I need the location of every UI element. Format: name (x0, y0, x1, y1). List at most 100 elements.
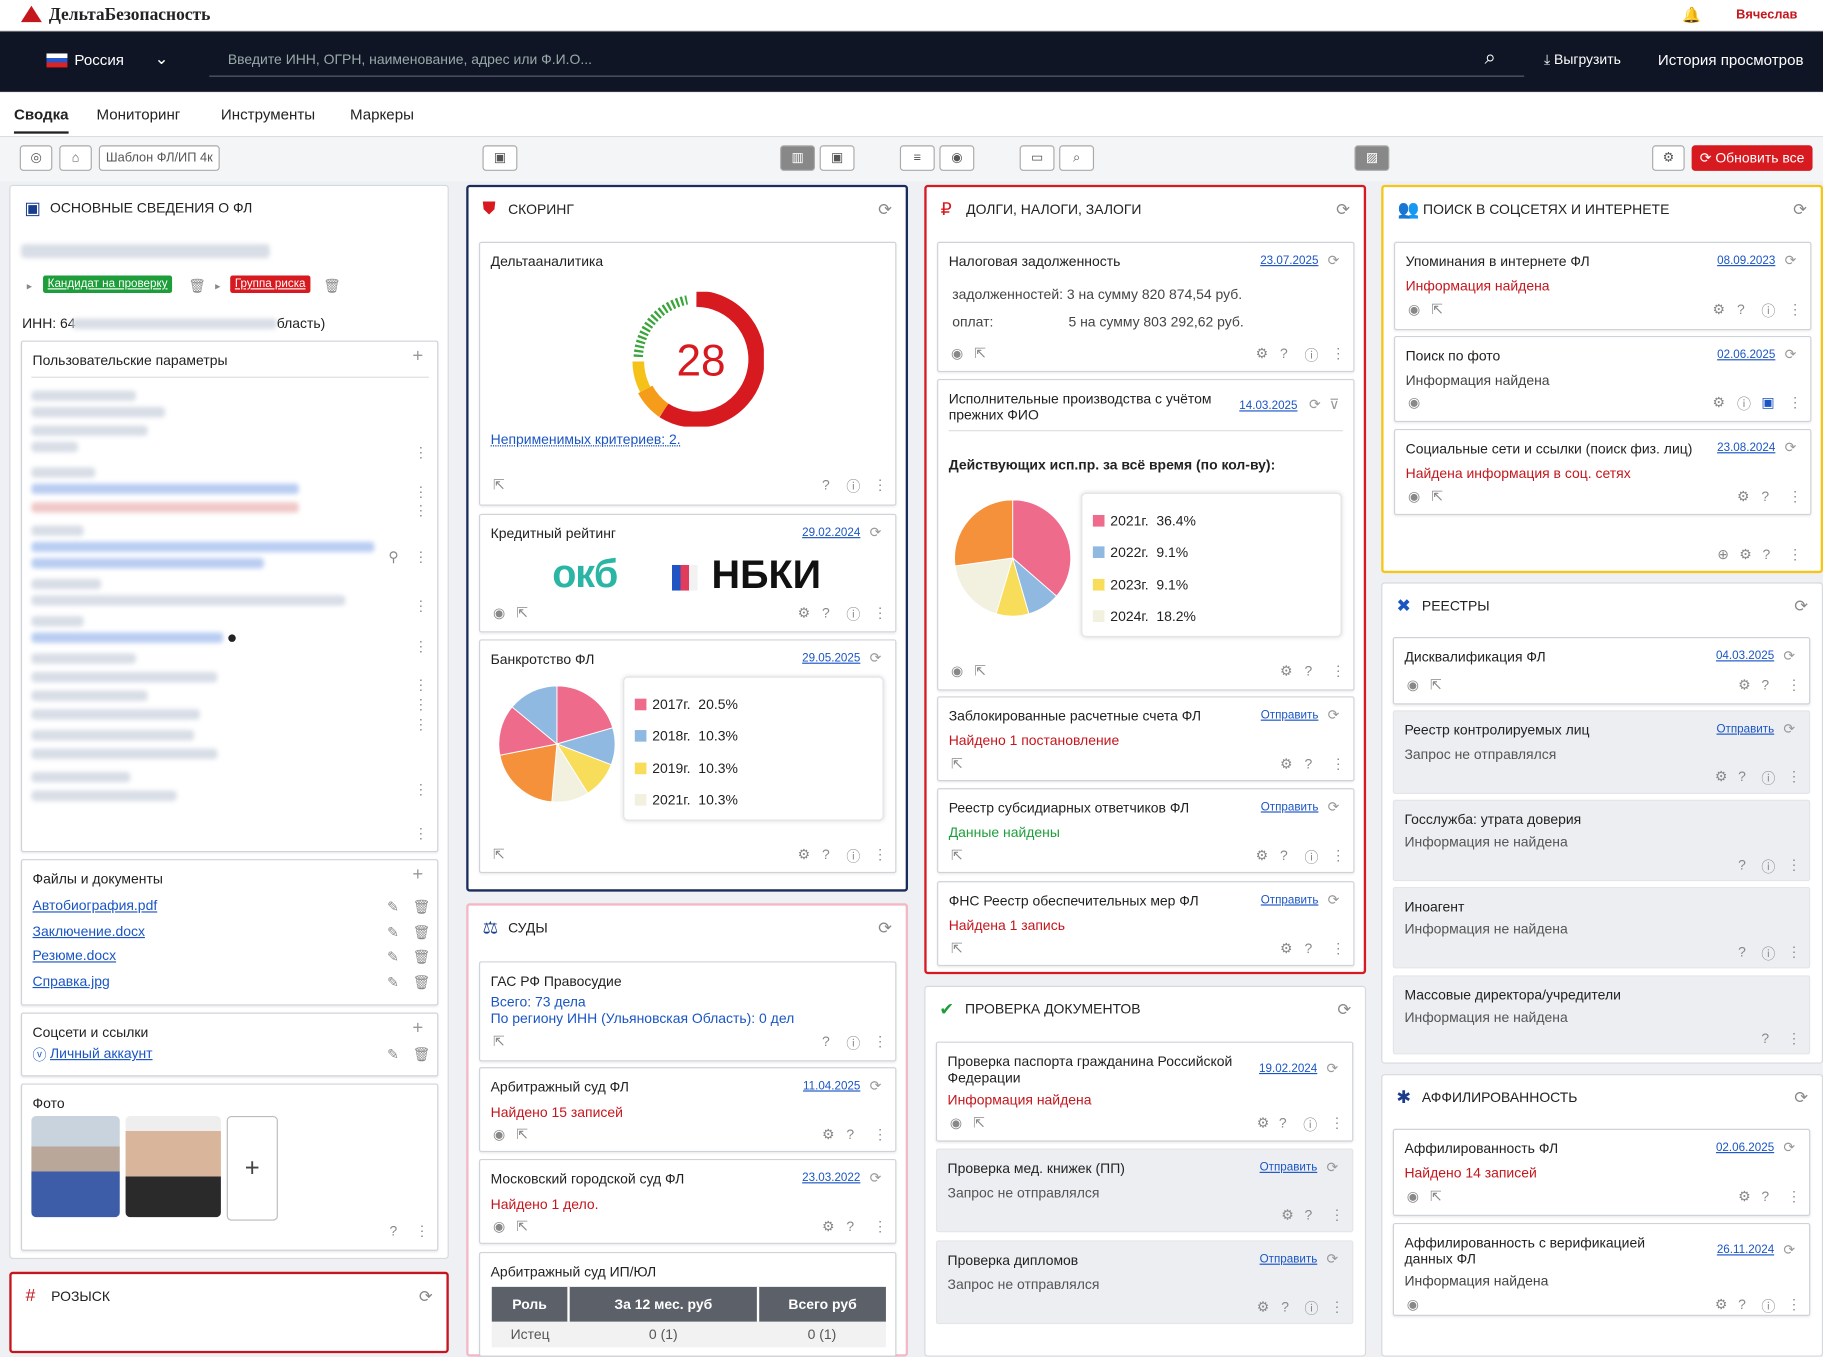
file-link[interactable]: Справка.jpg (32, 973, 110, 990)
gas-total[interactable]: Всего: 73 дела (490, 993, 586, 1011)
info-icon[interactable]: ⓘ (1303, 1117, 1318, 1134)
refresh-icon[interactable]: ⟳ (1309, 396, 1321, 413)
external-link-icon[interactable]: ⇱ (974, 345, 986, 362)
logo[interactable]: ДельтаБезопасность (20, 5, 210, 26)
info-icon[interactable]: ⓘ (846, 478, 861, 496)
settings-icon[interactable]: ⚙ (1738, 1188, 1751, 1205)
refresh-icon[interactable]: ⟳ (869, 1169, 882, 1186)
menu-dots-icon[interactable]: ⋮ (873, 604, 888, 621)
send-link[interactable]: Отправить (1260, 893, 1319, 907)
pie-slice[interactable] (498, 706, 558, 756)
help-icon[interactable]: ? (1280, 345, 1288, 362)
date-link[interactable]: 29.02.2024 (802, 526, 861, 540)
menu-dots-icon[interactable]: ⋮ (873, 476, 888, 493)
menu-dots-icon[interactable]: ⋮ (1331, 662, 1346, 679)
refresh-icon[interactable]: ⟳ (1784, 252, 1797, 269)
menu-dots-icon[interactable]: ⋮ (413, 502, 428, 519)
date-link[interactable]: 02.06.2025 (1715, 1141, 1775, 1155)
help-icon[interactable]: ? (846, 1218, 855, 1235)
location-pin-icon[interactable]: ⚲ (388, 548, 399, 565)
settings-icon[interactable]: ⚙ (1714, 768, 1728, 785)
help-icon[interactable]: ? (1304, 755, 1313, 772)
pie-slice[interactable] (954, 499, 1014, 567)
add-photo-button[interactable]: + (226, 1115, 278, 1221)
trash-icon[interactable]: 🗑 (188, 277, 207, 295)
menu-dots-icon[interactable]: ⋮ (413, 676, 428, 693)
columns-icon[interactable]: ▥ (780, 145, 816, 171)
external-link-icon[interactable]: ⇱ (516, 1218, 528, 1235)
refresh-icon[interactable]: ⟳ (1784, 346, 1797, 363)
menu-dots-icon[interactable]: ⋮ (1786, 1029, 1801, 1047)
help-icon[interactable]: ? (1304, 1206, 1313, 1223)
help-icon[interactable]: ? (1738, 943, 1746, 961)
menu-dots-icon[interactable]: ⋮ (1331, 755, 1346, 772)
pie-slice[interactable] (556, 685, 614, 745)
plus-icon[interactable]: + (412, 346, 424, 367)
info-icon[interactable]: ⓘ (1304, 347, 1319, 364)
refresh-icon[interactable]: ⟳ (1794, 1088, 1808, 1107)
send-link[interactable]: Отправить (1259, 1161, 1318, 1175)
refresh-icon[interactable]: ⟳ (1794, 596, 1808, 615)
menu-dots-icon[interactable]: ⋮ (1786, 856, 1801, 874)
refresh-icon[interactable]: ⟳ (1327, 798, 1340, 815)
pie-slice[interactable] (1012, 499, 1072, 597)
menu-dots-icon[interactable]: ⋮ (1786, 943, 1801, 961)
refresh-icon[interactable]: ⟳ (1337, 999, 1351, 1019)
filter-icon[interactable]: ⊽ (1329, 396, 1340, 413)
trash-icon[interactable]: 🗑 (412, 898, 431, 915)
date-link[interactable]: 23.03.2022 (802, 1171, 861, 1185)
help-icon[interactable]: ? (1304, 940, 1313, 957)
eye-icon[interactable]: ◉ (492, 1218, 506, 1235)
help-icon[interactable]: ? (821, 476, 830, 493)
info-icon[interactable]: ⓘ (846, 606, 861, 624)
country-selector[interactable]: Россия (46, 51, 124, 69)
menu-dots-icon[interactable]: ⋮ (1331, 345, 1346, 362)
help-icon[interactable]: ? (1738, 1296, 1746, 1313)
refresh-icon[interactable]: ⟳ (1326, 1159, 1339, 1176)
inapplicable-link[interactable]: Неприменимых критериев: 2. (490, 431, 681, 448)
help-icon[interactable]: ? (821, 846, 830, 863)
trash-icon[interactable]: 🗑 (323, 277, 341, 295)
tag-candidate[interactable]: Кандидат на проверку (43, 275, 173, 293)
menu-dots-icon[interactable]: ⋮ (413, 716, 428, 733)
external-link-icon[interactable]: ⇱ (516, 604, 528, 621)
menu-dots-icon[interactable]: ⋮ (873, 1126, 888, 1143)
export-button[interactable]: ⤓ Выгрузить (1544, 51, 1621, 68)
external-link-icon[interactable]: ⇱ (951, 755, 963, 772)
help-icon[interactable]: ? (389, 1222, 398, 1240)
external-link-icon[interactable]: ⇱ (974, 662, 986, 679)
menu-dots-icon[interactable]: ⋮ (873, 846, 888, 863)
settings-icon[interactable]: ⚙ (1714, 1296, 1728, 1313)
photo-thumbnail[interactable] (125, 1115, 221, 1218)
settings-icon[interactable]: ⚙ (1255, 345, 1269, 362)
external-link-icon[interactable]: ⇱ (516, 1126, 528, 1143)
help-icon[interactable]: ? (1280, 847, 1288, 864)
tab-summary[interactable]: Сводка (13, 106, 69, 134)
help-icon[interactable]: ? (1738, 768, 1746, 785)
tab-monitoring[interactable]: Мониторинг (96, 105, 181, 124)
settings-icon[interactable]: ⚙ (1739, 546, 1752, 563)
external-link-icon[interactable]: ⇱ (1431, 488, 1443, 505)
external-link-icon[interactable]: ⇱ (951, 847, 963, 864)
personal-account-link[interactable]: Личный аккаунт (49, 1045, 153, 1062)
plus-circle-icon[interactable]: ⊕ (1717, 546, 1729, 563)
eye-icon[interactable]: ◉ (1407, 301, 1421, 318)
bell-icon[interactable]: 🔔 (1682, 5, 1701, 24)
menu-dots-icon[interactable]: ⋮ (413, 696, 428, 713)
settings-icon[interactable]: ⚙ (1280, 940, 1293, 957)
menu-dots-icon[interactable]: ⋮ (1330, 1114, 1345, 1132)
settings-icon[interactable]: ⚙ (797, 846, 811, 863)
menu-dots-icon[interactable]: ⋮ (413, 444, 428, 461)
refresh-icon[interactable]: ⟳ (1793, 199, 1807, 219)
settings-icon[interactable]: ⚙ (1256, 1114, 1270, 1132)
external-link-icon[interactable]: ⇱ (492, 846, 505, 863)
external-link-icon[interactable]: ⇱ (973, 1114, 985, 1132)
file-link[interactable]: Заключение.docx (32, 923, 145, 940)
external-link-icon[interactable]: ⇱ (492, 476, 505, 493)
info-icon[interactable]: ⓘ (1304, 1300, 1319, 1318)
tab-tools[interactable]: Инструменты (220, 105, 316, 124)
help-icon[interactable]: ? (1278, 1114, 1287, 1132)
help-icon[interactable]: ? (846, 1126, 855, 1143)
date-link[interactable]: 08.09.2023 (1717, 254, 1776, 268)
menu-dots-icon[interactable]: ⋮ (413, 548, 428, 565)
